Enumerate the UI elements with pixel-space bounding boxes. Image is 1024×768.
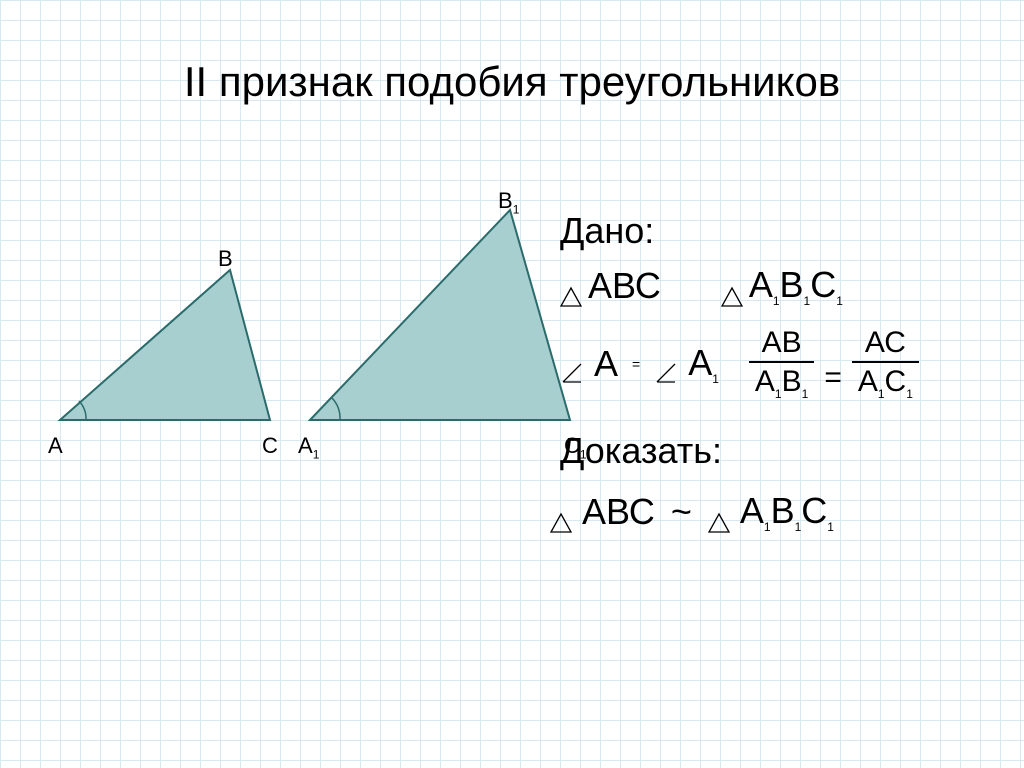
frac1-den: А1В1 [749,361,814,401]
prove-tri2: А1В1С1 [740,490,834,534]
angle-A1: А1 [688,342,719,386]
triangle-icon [550,501,572,523]
slide-title: II признак подобия треугольников [0,58,1024,106]
tri2-text: А1В1С1 [749,264,843,308]
triangle-icon [560,275,582,297]
equals-small: = [628,356,644,372]
label-A: А [48,433,63,459]
triangle-icon [721,275,743,297]
frac1-num: АВ [756,326,808,361]
triangle-small [60,270,270,420]
fraction-2: АС А1С1 [852,326,919,401]
given-triangle-2: А1В1С1 [721,264,843,308]
angle-icon [560,352,584,376]
label-B: В [218,246,233,272]
given-heading: Дано: [560,210,990,252]
angle-icon [654,352,678,376]
triangles-diagram: А В С А1 В1 С1 [40,180,540,460]
triangle-icon [708,501,730,523]
given-triangle-1: АВС [560,265,661,307]
frac2-num: АС [859,326,912,361]
given-block: Дано: АВС А1В1С1 А = [560,210,990,419]
prove-tri1: АВС [582,491,655,533]
tri1-text: АВС [588,265,661,307]
angle-A: А [594,343,618,385]
triangle-large [310,210,570,420]
ratio-group: АВ А1В1 = АС А1С1 [749,326,919,401]
frac2-den: А1С1 [852,361,919,401]
label-B1: В1 [498,188,519,216]
triangles-svg [40,180,600,460]
label-A1: А1 [298,433,319,461]
equals-mid: = [824,361,842,401]
given-triangles-line: АВС А1В1С1 [560,264,990,308]
given-angles-ratios: А = А1 АВ А1В1 = АС А1С1 [560,326,990,401]
slide-content: II признак подобия треугольников А В С А… [0,0,1024,768]
prove-heading: Доказать: [560,430,722,472]
prove-statement: АВС ~ А1В1С1 [550,490,834,534]
similar-symbol: ~ [665,491,698,533]
label-C: С [262,433,278,459]
fraction-1: АВ А1В1 [749,326,814,401]
